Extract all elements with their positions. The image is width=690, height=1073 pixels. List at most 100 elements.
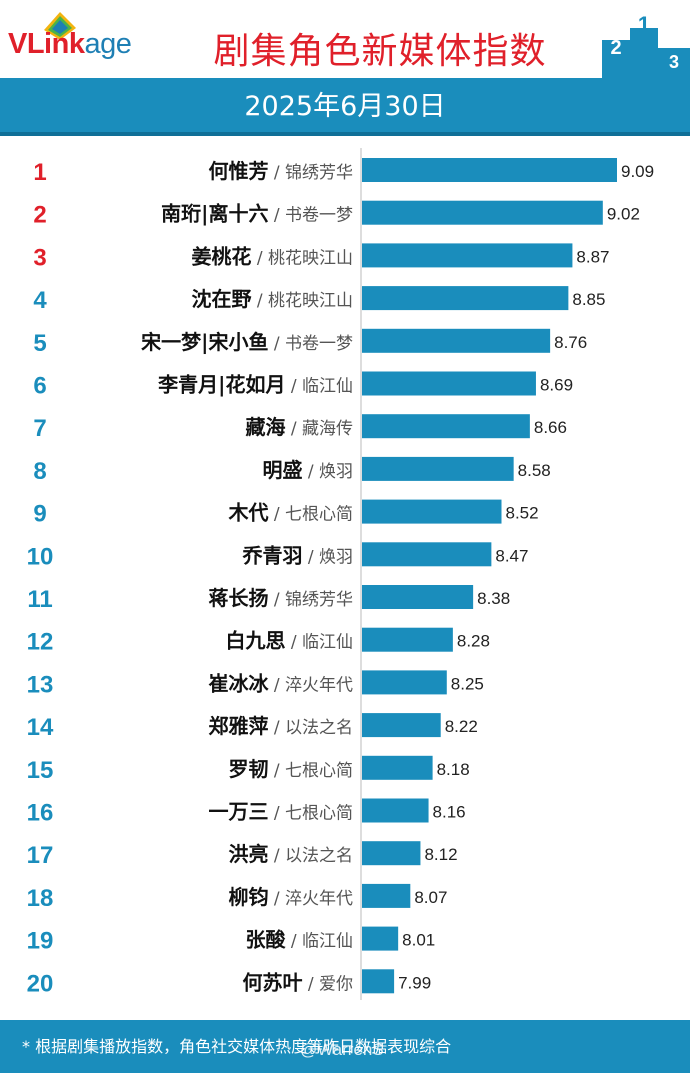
rank-label: 15	[27, 757, 54, 784]
footer-text: * 根据剧集播放指数，角色社交媒体热度等昨日数据表现综合	[22, 1037, 452, 1056]
drama-name: / 七根心简	[268, 761, 353, 781]
rank-label: 4	[33, 287, 47, 314]
value-label: 8.22	[445, 717, 478, 736]
character-name: 郑雅萍	[208, 714, 268, 738]
rank-label: 11	[27, 586, 52, 613]
rank-label: 18	[27, 885, 54, 912]
drama-name: / 临江仙	[285, 633, 353, 653]
value-label: 8.07	[414, 888, 447, 907]
rank-label: 6	[33, 373, 46, 400]
drama-name: / 锦绣芳华	[268, 163, 353, 183]
bar	[362, 841, 421, 866]
value-label: 8.47	[495, 546, 528, 565]
category-label: 宋一梦|宋小鱼 / 书卷一梦	[141, 330, 353, 354]
date-label: 2025年6月30日	[244, 91, 446, 122]
category-label: 崔冰冰 / 淬火年代	[208, 671, 353, 695]
bar	[362, 542, 492, 567]
rank-label: 20	[27, 970, 54, 997]
category-label: 何苏叶 / 爱你	[242, 970, 353, 994]
drama-name: / 以法之名	[268, 846, 353, 866]
bar	[362, 499, 502, 524]
bar	[362, 286, 569, 311]
drama-name: / 书卷一梦	[268, 334, 353, 354]
logo-text-b: age	[84, 28, 132, 60]
value-label: 8.38	[477, 589, 510, 608]
bar	[362, 755, 433, 780]
character-name: 宋一梦|宋小鱼	[141, 330, 268, 354]
category-label: 乔青羽 / 焕羽	[241, 543, 353, 567]
bar	[362, 371, 536, 396]
character-name: 洪亮	[228, 842, 268, 866]
drama-name: / 藏海传	[285, 419, 353, 439]
category-label: 郑雅萍 / 以法之名	[208, 714, 353, 738]
value-label: 9.02	[607, 205, 640, 224]
page-title: 剧集角色新媒体指数	[213, 31, 547, 72]
character-name: 姜桃花	[191, 244, 251, 268]
category-label: 何惟芳 / 锦绣芳华	[208, 159, 353, 183]
drama-name: / 爱你	[302, 974, 353, 994]
chart-rows: 1 何惟芳 / 锦绣芳华 9.09 2 南珩|离十六 / 书卷一梦 9.02 3 姜桃花 / …	[27, 158, 654, 997]
drama-name: / 桃花映江山	[251, 248, 353, 268]
value-label: 8.01	[402, 931, 435, 950]
rank-label: 14	[27, 714, 54, 741]
drama-name: / 书卷一梦	[268, 206, 353, 226]
logo-icon	[44, 12, 76, 40]
drama-name: / 七根心简	[268, 505, 353, 525]
category-label: 明盛 / 焕羽	[262, 458, 353, 482]
podium-label-3: 3	[669, 52, 679, 72]
bar	[362, 670, 447, 695]
bar	[362, 456, 514, 481]
value-label: 8.18	[437, 760, 470, 779]
character-name: 藏海	[245, 415, 285, 439]
category-label: 李青月|花如月 / 临江仙	[157, 373, 353, 397]
value-label: 7.99	[398, 973, 431, 992]
bar	[362, 200, 603, 225]
rank-label: 9	[33, 501, 46, 528]
value-label: 9.09	[621, 162, 654, 181]
rank-label: 13	[27, 671, 54, 698]
value-label: 8.76	[554, 333, 587, 352]
bar	[362, 414, 530, 439]
character-name: 罗韧	[228, 757, 268, 781]
bar	[362, 243, 573, 268]
rank-label: 10	[27, 543, 54, 570]
drama-name: / 七根心简	[268, 804, 353, 824]
category-label: 洪亮 / 以法之名	[228, 842, 353, 866]
category-label: 一万三 / 七根心简	[208, 800, 353, 824]
character-name: 白九思	[225, 629, 285, 653]
character-name: 一万三	[208, 800, 268, 824]
ranking-chart: 1 何惟芳 / 锦绣芳华 9.09 2 南珩|离十六 / 书卷一梦 9.02 3 姜桃花 / …	[27, 148, 654, 1000]
rank-label: 3	[33, 244, 46, 271]
drama-name: / 淬火年代	[268, 889, 353, 909]
value-label: 8.85	[572, 290, 605, 309]
bar	[362, 969, 395, 994]
character-name: 沈在野	[191, 287, 251, 311]
value-label: 8.25	[451, 674, 484, 693]
value-label: 8.28	[457, 632, 490, 651]
bar	[362, 158, 617, 182]
rank-label: 17	[27, 842, 54, 869]
rank-label: 12	[27, 629, 54, 656]
character-name: 何惟芳	[208, 159, 268, 183]
bar	[362, 713, 441, 738]
footer-note: * 根据剧集播放指数，角色社交媒体热度等昨日数据表现综合	[0, 1020, 690, 1073]
character-name: 崔冰冰	[208, 671, 269, 695]
bar	[362, 883, 411, 908]
drama-name: / 淬火年代	[268, 675, 353, 695]
podium-icon: 2 1 3	[602, 12, 690, 78]
category-label: 柳钧 / 淬火年代	[228, 885, 353, 909]
rank-label: 5	[33, 330, 46, 357]
category-label: 沈在野 / 桃花映江山	[191, 287, 353, 311]
header: VLinkage 剧集角色新媒体指数 2 1 3	[0, 0, 690, 78]
value-label: 8.52	[506, 504, 539, 523]
bar	[362, 627, 453, 652]
drama-name: / 以法之名	[268, 718, 353, 738]
category-label: 木代 / 七根心简	[227, 501, 353, 525]
rank-label: 19	[27, 928, 54, 955]
bar	[362, 926, 399, 951]
drama-name: / 焕羽	[302, 462, 353, 482]
character-name: 柳钧	[228, 885, 268, 909]
bar	[362, 328, 551, 353]
value-label: 8.87	[576, 247, 609, 266]
category-label: 蒋长扬 / 锦绣芳华	[208, 586, 353, 610]
